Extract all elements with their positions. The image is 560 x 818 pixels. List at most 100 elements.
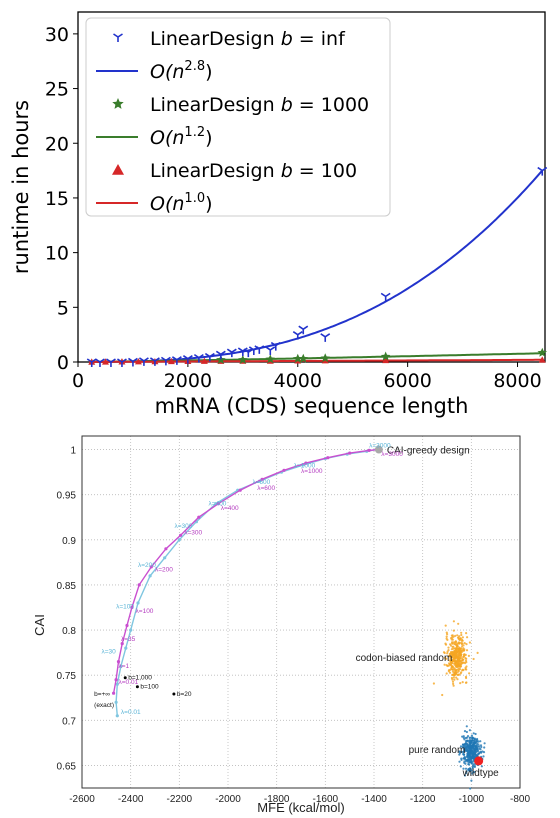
cloud-point <box>461 681 464 684</box>
cloud-point <box>461 636 464 639</box>
cloud-point <box>455 676 458 679</box>
data-point-b-inf <box>380 292 391 302</box>
magenta-curve-point <box>164 547 168 551</box>
plot-frame <box>81 435 521 789</box>
cloud-point <box>476 750 480 753</box>
cloud-point <box>460 758 463 762</box>
cloud-point <box>448 671 452 674</box>
cloud-point <box>452 658 455 661</box>
cloud-point <box>471 765 474 769</box>
cyan-lambda-label: λ=400 <box>209 500 227 507</box>
cloud-point <box>473 770 476 774</box>
cloud-point <box>455 665 458 669</box>
data-point-b-1000 <box>320 353 330 363</box>
data-point-b-1000 <box>380 351 391 361</box>
cloud-point <box>467 769 470 772</box>
cyan-lambda-label: λ=300 <box>174 523 192 530</box>
legend-text: = 100 <box>293 160 357 182</box>
x-tick-label: -1600 <box>313 794 339 805</box>
cloud-point <box>472 763 475 766</box>
beam-point <box>123 676 127 680</box>
cloud-point <box>472 732 475 735</box>
y-axis-label: CAI <box>32 614 47 636</box>
y-tick-label: 0.65 <box>57 761 77 772</box>
cloud-point <box>467 763 471 766</box>
magenta-curve-point <box>112 691 116 695</box>
legend-text: ) <box>205 193 212 215</box>
cloud-point <box>460 653 463 656</box>
cloud-point <box>456 645 459 648</box>
cloud-point <box>450 638 453 641</box>
cloud-point <box>450 667 453 670</box>
data-point-b-inf <box>95 358 105 367</box>
cloud-point <box>456 678 459 681</box>
y-tick-label: 25 <box>45 79 69 101</box>
x-tick-label: -2200 <box>167 794 193 805</box>
magenta-curve-point <box>238 488 242 492</box>
cloud-point <box>458 760 461 763</box>
y-tick-label: 0.9 <box>62 536 76 547</box>
cloud-point <box>478 745 481 748</box>
cloud-point <box>465 725 468 728</box>
data-point-b-inf <box>160 356 171 366</box>
y-tick-label: 10 <box>45 243 69 265</box>
data-point-b-inf <box>117 358 127 367</box>
cloud-point <box>454 671 457 674</box>
y-tick-label: 0.75 <box>57 671 77 682</box>
cloud-label-codon-biased: codon-biased random <box>356 653 453 664</box>
cloud-point <box>463 653 466 656</box>
cloud-point <box>465 643 468 646</box>
legend-text: LinearDesign <box>150 160 281 182</box>
x-tick-label: 0 <box>72 370 84 392</box>
cloud-point <box>452 666 455 669</box>
cloud-point <box>464 762 467 765</box>
cloud-point <box>466 744 469 748</box>
data-point-b-100 <box>382 356 390 364</box>
x-axis-label: mRNA (CDS) sequence length <box>155 394 469 418</box>
y-tick-label: 0.95 <box>57 491 77 502</box>
cloud-point <box>463 744 466 747</box>
cyan-lambda-label: λ=600 <box>252 479 270 486</box>
cloud-point <box>457 622 460 625</box>
cloud-point <box>466 735 470 738</box>
cloud-point <box>447 664 450 667</box>
cloud-point <box>468 672 471 675</box>
magenta-curve-point <box>304 461 308 465</box>
cloud-point <box>445 672 448 675</box>
cloud-point <box>447 669 450 672</box>
cloud-point <box>451 641 454 644</box>
cloud-point <box>459 637 462 640</box>
legend-label: LinearDesign b = inf <box>150 28 346 50</box>
y-tick-label: 0 <box>57 352 69 374</box>
magenta-lambda-label: λ=1 <box>119 663 130 670</box>
beam-point <box>135 685 139 689</box>
fit-line-5 <box>89 358 542 363</box>
cloud-point <box>456 634 459 637</box>
x-tick-label: -1000 <box>459 794 485 805</box>
cloud-point <box>462 655 465 658</box>
wildtype-point <box>474 756 484 766</box>
cloud-point <box>471 745 474 749</box>
cyan-lambda-label: λ=100 <box>116 603 134 610</box>
magenta-lambda-label: λ=100 <box>136 608 154 615</box>
beam-point <box>172 692 176 696</box>
cloud-point <box>470 734 473 737</box>
cloud-point <box>462 647 465 650</box>
cloud-point <box>455 669 458 672</box>
x-tick-label: -800 <box>510 794 530 805</box>
y-tick-label: 30 <box>45 24 69 46</box>
legend-sup: 1.0 <box>184 191 205 206</box>
cloud-point <box>471 736 474 740</box>
legend-label: LinearDesign b = 1000 <box>150 94 369 116</box>
cloud-point <box>448 662 451 665</box>
data-point-b-1000 <box>537 347 547 357</box>
cloud-point <box>464 741 467 745</box>
cloud-point <box>443 663 446 666</box>
cloud-point <box>479 748 482 751</box>
data-point-b-inf <box>127 357 138 367</box>
cloud-point <box>469 739 472 742</box>
legend-var: b <box>281 160 293 182</box>
cai-greedy-point <box>374 445 383 454</box>
cloud-point <box>466 748 469 752</box>
cloud-point <box>452 676 455 679</box>
